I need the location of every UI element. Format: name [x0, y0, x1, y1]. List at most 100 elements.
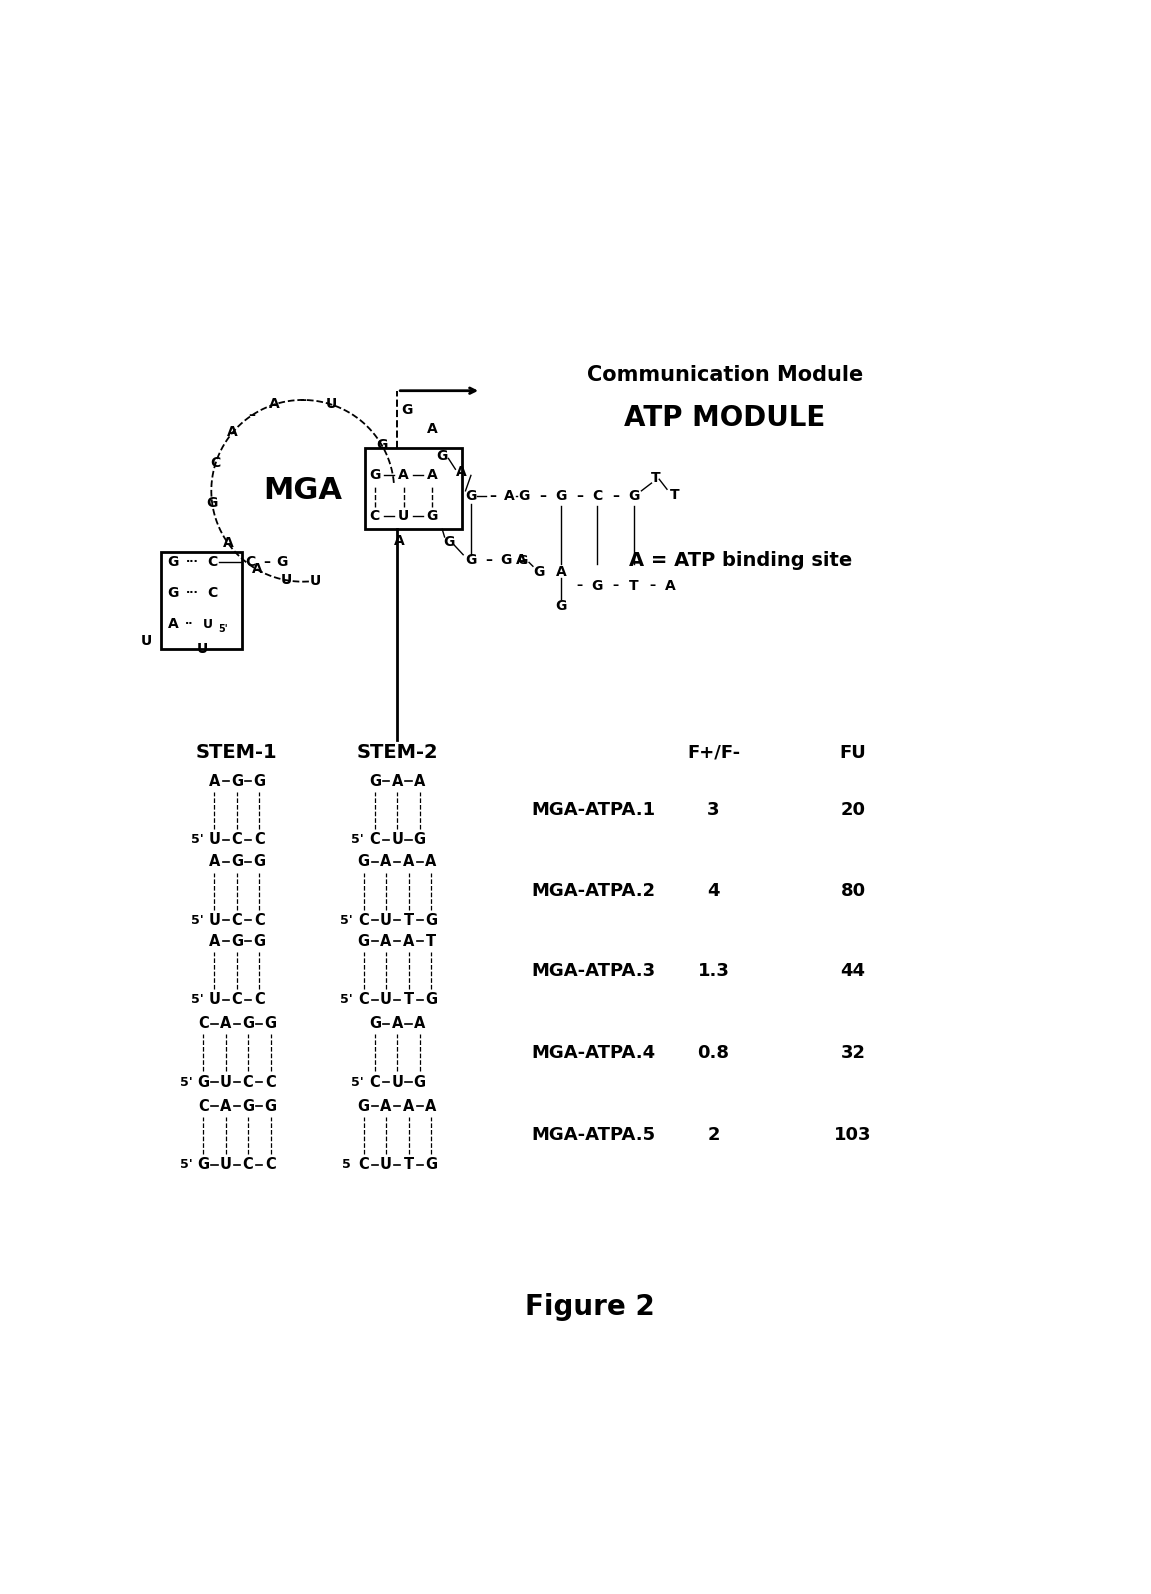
Text: A: A [456, 464, 467, 478]
Text: A: A [220, 1015, 231, 1031]
Text: A: A [426, 854, 436, 869]
Text: G: G [533, 564, 544, 579]
Text: U: U [398, 508, 409, 523]
Text: G: G [425, 1157, 437, 1172]
Text: 0.8: 0.8 [698, 1044, 730, 1062]
Text: G: G [206, 496, 218, 510]
Text: G: G [425, 993, 437, 1007]
Text: 5': 5' [180, 1076, 192, 1089]
Text: –: – [249, 408, 256, 422]
Text: G: G [369, 469, 381, 483]
Text: A: A [414, 1015, 426, 1031]
Text: G: G [231, 854, 243, 869]
Text: –: – [612, 489, 619, 504]
Text: G: G [358, 934, 369, 948]
Text: –: – [262, 555, 269, 569]
Text: A = ATP binding site: A = ATP binding site [628, 550, 852, 569]
Text: G: G [465, 553, 477, 567]
Text: U: U [281, 574, 292, 587]
Text: C: C [243, 1074, 253, 1090]
Text: U: U [203, 617, 213, 631]
Text: G: G [253, 854, 266, 869]
Text: A: A [227, 426, 238, 440]
Text: G: G [231, 773, 243, 789]
Text: ATP MODULE: ATP MODULE [625, 403, 825, 432]
Text: C: C [254, 993, 265, 1007]
Text: 32: 32 [840, 1044, 866, 1062]
Text: C: C [231, 832, 242, 846]
Text: U: U [310, 574, 321, 588]
Text: C: C [265, 1157, 276, 1172]
Text: U: U [391, 832, 403, 846]
Text: A: A [168, 617, 178, 631]
Text: FU: FU [839, 744, 867, 762]
Text: Communication Module: Communication Module [587, 365, 863, 386]
Text: MGA-ATPA.1: MGA-ATPA.1 [532, 802, 655, 819]
Text: A: A [391, 773, 403, 789]
Text: C: C [198, 1015, 208, 1031]
Text: U: U [326, 397, 336, 411]
Text: C: C [369, 508, 380, 523]
Text: G: G [242, 1098, 254, 1114]
Text: 5': 5' [191, 993, 204, 1006]
Text: G: G [436, 450, 448, 464]
Text: –: – [649, 579, 655, 591]
Text: A: A [427, 469, 437, 483]
Text: MGA-ATPA.5: MGA-ATPA.5 [532, 1127, 655, 1144]
Text: A: A [427, 422, 437, 437]
Text: A: A [391, 1015, 403, 1031]
Text: C: C [245, 555, 256, 569]
Text: G: G [465, 489, 477, 504]
Text: 5': 5' [341, 913, 353, 928]
Text: U: U [380, 1157, 392, 1172]
Text: Figure 2: Figure 2 [525, 1293, 655, 1321]
Text: 5': 5' [191, 913, 204, 928]
Text: G: G [501, 553, 511, 567]
Text: 5': 5' [351, 1076, 364, 1089]
Text: ··: ·· [184, 618, 193, 630]
Text: –: – [489, 489, 496, 504]
Text: G: G [425, 913, 437, 928]
Text: 1.3: 1.3 [698, 961, 730, 980]
Text: A: A [208, 934, 220, 948]
Text: 103: 103 [834, 1127, 871, 1144]
Text: STEM-1: STEM-1 [196, 743, 277, 762]
Text: G: G [253, 934, 266, 948]
Text: A: A [504, 489, 514, 504]
Text: 44: 44 [840, 961, 866, 980]
Text: C: C [369, 832, 380, 846]
Text: 4: 4 [707, 881, 719, 901]
Text: G: G [555, 489, 566, 504]
Text: G: G [358, 854, 369, 869]
Text: MGA-ATPA.4: MGA-ATPA.4 [532, 1044, 655, 1062]
Text: C: C [207, 555, 218, 569]
Text: ···: ··· [185, 558, 198, 567]
Text: A: A [403, 1098, 414, 1114]
Text: G: G [197, 1074, 209, 1090]
Text: 5: 5 [342, 1159, 351, 1172]
Text: –: – [576, 489, 582, 504]
Text: 5': 5' [351, 834, 364, 846]
Text: A: A [269, 397, 280, 411]
Text: A: A [380, 854, 391, 869]
Text: C: C [231, 993, 242, 1007]
Text: C: C [358, 1157, 369, 1172]
Text: C: C [211, 456, 221, 470]
Text: MGA-ATPA.2: MGA-ATPA.2 [532, 881, 655, 901]
Text: A: A [395, 534, 405, 548]
Text: 80: 80 [840, 881, 866, 901]
Text: C: C [369, 1074, 380, 1090]
Text: –: – [577, 579, 582, 591]
Text: A: A [380, 1098, 391, 1114]
Text: ···: ··· [185, 588, 198, 598]
Text: G: G [231, 934, 243, 948]
Text: G: G [376, 438, 388, 453]
Text: A: A [208, 773, 220, 789]
Text: U: U [208, 913, 220, 928]
Text: G: G [358, 1098, 369, 1114]
Text: G: G [276, 555, 288, 569]
Text: U: U [380, 993, 392, 1007]
Text: U: U [391, 1074, 403, 1090]
Text: U: U [197, 642, 207, 655]
Text: A: A [398, 469, 409, 483]
